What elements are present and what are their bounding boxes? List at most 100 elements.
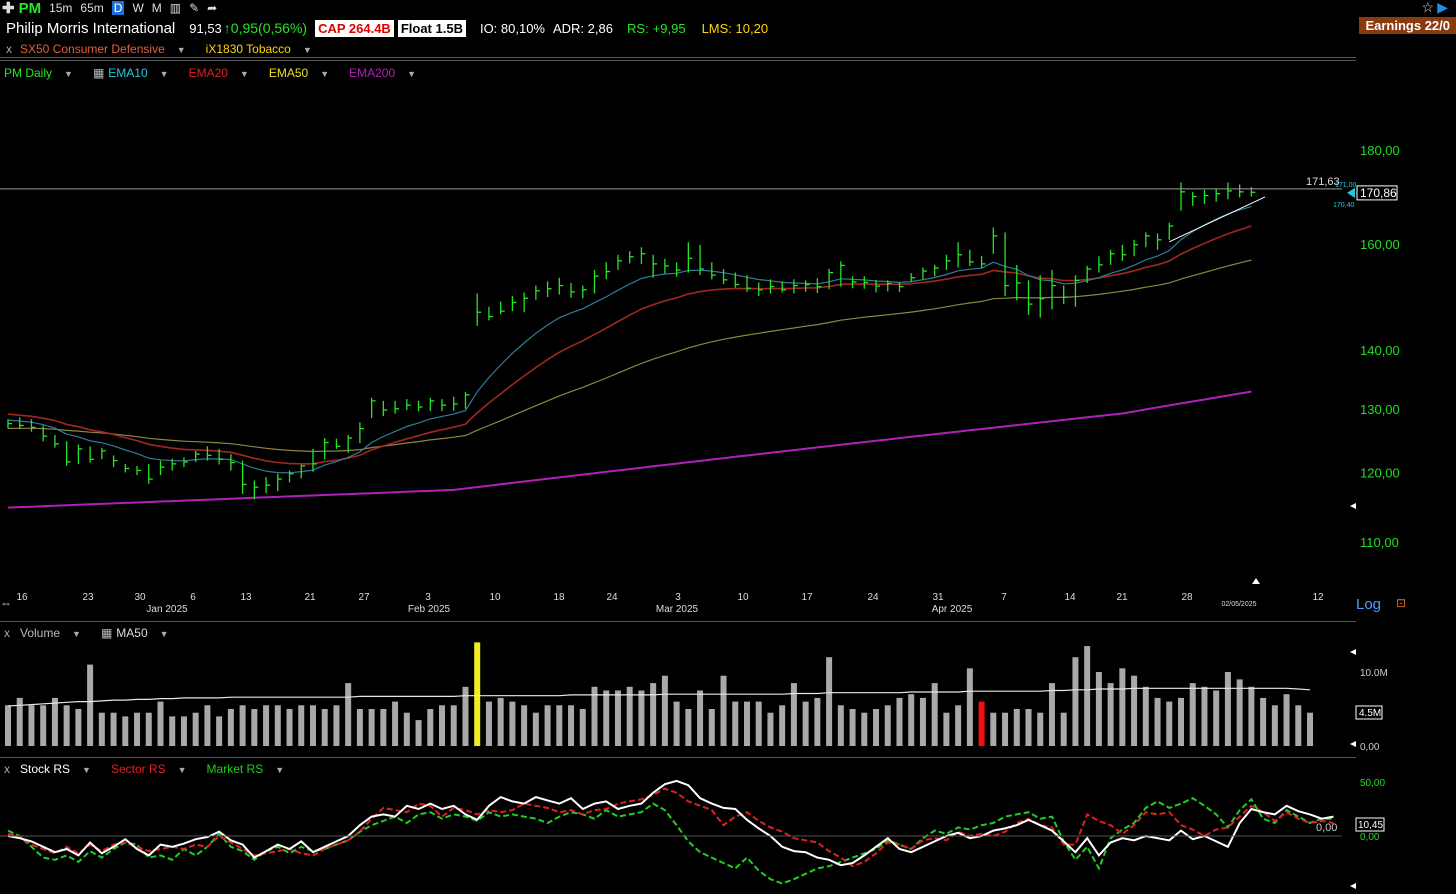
sector-link[interactable]: SX50 Consumer Defensive ▼ — [20, 41, 186, 56]
price-bar — [1121, 244, 1127, 261]
bars-icon[interactable]: ▥ — [169, 1, 182, 15]
volume-bar — [814, 697, 821, 746]
price-bar — [42, 425, 48, 442]
market-rs-select[interactable]: Market RS ▼ — [206, 762, 285, 776]
ema20-label: EMA20 — [188, 66, 228, 80]
stock-rs-select[interactable]: Stock RS ▼ — [20, 762, 91, 776]
star-icon[interactable]: ☆ — [1421, 0, 1434, 15]
industry-link[interactable]: iX1830 Tobacco ▼ — [205, 41, 312, 56]
tf-15m[interactable]: 15m — [49, 1, 73, 15]
tf-weekly[interactable]: W — [132, 1, 144, 15]
volume-bar — [1166, 701, 1173, 746]
rs-close-icon[interactable]: x — [4, 762, 10, 776]
price-bar — [19, 417, 24, 430]
quote-row: Philip Morris International 91,53 ↑0,95(… — [0, 17, 1456, 39]
tf-monthly[interactable]: M — [151, 1, 162, 15]
volume-ma-select[interactable]: ▦ MA50 ▼ — [100, 626, 169, 640]
price-bar — [675, 262, 681, 277]
x-tick-label: 14 — [1064, 592, 1076, 603]
price-bar — [992, 227, 998, 254]
volume-bar — [544, 705, 551, 746]
rs-legend: x Stock RS ▼ Sector RS ▼ Market RS ▼ — [4, 762, 304, 776]
zoom-icon[interactable]: ⇔ — [0, 596, 12, 610]
price-bar — [159, 460, 165, 476]
price-bar — [89, 446, 95, 463]
x-tick-label: 12 — [1312, 592, 1324, 603]
volume-bar — [837, 705, 844, 746]
price-bar — [863, 276, 869, 289]
price-bar — [1133, 239, 1139, 257]
volume-bar — [521, 705, 528, 746]
volume-bar — [180, 716, 187, 746]
price-bar — [77, 444, 83, 464]
draw-icon[interactable]: ✎ — [189, 1, 200, 15]
volume-bar — [568, 705, 575, 746]
ema50-line — [7, 259, 1252, 453]
volume-bar — [1002, 712, 1009, 746]
rs-value: +9,95 — [652, 20, 686, 36]
symbol-label[interactable]: PM — [18, 0, 42, 17]
volume-bar — [192, 712, 199, 746]
volume-badge-label: 4.5M — [1359, 708, 1381, 719]
price-bar — [112, 455, 118, 468]
price-bar — [910, 273, 916, 282]
volume-bar — [63, 705, 70, 746]
flag-icon[interactable]: ▶ — [1437, 0, 1448, 15]
vol-scroll-icon-2 — [1350, 741, 1356, 747]
price-bar — [734, 272, 740, 288]
tf-daily[interactable]: D — [111, 1, 125, 15]
volume-tick-label: 10.0M — [1360, 668, 1388, 679]
volume-bar — [743, 701, 750, 746]
log-toggle[interactable]: Log — [1356, 596, 1382, 613]
volume-bar — [708, 709, 715, 746]
volume-bar — [532, 712, 539, 746]
price-bar — [1215, 188, 1221, 202]
price-tick-label: 140,00 — [1360, 343, 1400, 358]
price-legend: PM Daily ▼ ▦ EMA10 ▼ EMA20 ▼ EMA50 ▼ EMA200 ▼ — [4, 66, 436, 80]
volume-bar — [849, 709, 856, 746]
series-select[interactable]: PM Daily ▼ — [4, 66, 73, 80]
rs-tick-label: 50,00 — [1360, 778, 1385, 789]
group-row: x SX50 Consumer Defensive ▼ iX1830 Tobacc… — [0, 40, 1356, 58]
market-rs-label: Market RS — [206, 762, 264, 776]
earnings-badge[interactable]: Earnings 22/0 — [1359, 17, 1456, 34]
volume-bar — [861, 712, 868, 746]
tf-65m[interactable]: 65m — [80, 1, 104, 15]
volume-bar — [603, 690, 610, 746]
volume-bar — [392, 701, 399, 746]
price-bar — [429, 397, 435, 412]
price-bar — [640, 247, 646, 264]
volume-bar — [755, 701, 762, 746]
price-bar — [1016, 264, 1021, 301]
close-icon[interactable]: x — [6, 41, 12, 56]
price-arrow-icon — [1347, 187, 1355, 198]
volume-close-icon[interactable]: x — [4, 626, 10, 640]
volume-bar — [673, 701, 680, 746]
volume-select[interactable]: Volume ▼ — [20, 626, 81, 640]
lms: LMS: 10,20 — [701, 20, 769, 36]
lock-icon[interactable]: ⊡ — [1396, 596, 1407, 610]
volume-bar — [1131, 675, 1138, 746]
ema10-legend[interactable]: ▦ EMA10 ▼ — [92, 66, 169, 80]
price-bar — [464, 391, 470, 409]
volume-bar — [685, 709, 692, 746]
sector-rs-select[interactable]: Sector RS ▼ — [110, 762, 187, 776]
x-tick-label: 3 — [675, 592, 681, 603]
volume-bar — [556, 705, 563, 746]
volume-bar — [955, 705, 962, 746]
ema20-legend[interactable]: EMA20 ▼ — [188, 66, 249, 80]
x-tick-label: 31 — [932, 592, 944, 603]
share-icon[interactable]: ➦ — [207, 1, 218, 15]
ema50-legend[interactable]: EMA50 ▼ — [268, 66, 330, 80]
volume-bar — [1178, 697, 1184, 746]
ema200-legend[interactable]: EMA200 ▼ — [349, 66, 417, 80]
volume-bar — [919, 697, 926, 746]
add-icon[interactable]: ✚ — [2, 0, 15, 17]
price-bar — [7, 419, 12, 429]
price-bar — [230, 454, 235, 471]
price-tick-label: 160,00 — [1360, 237, 1400, 252]
price-bar — [511, 296, 517, 312]
price-bar — [629, 251, 634, 264]
price-bar — [288, 470, 294, 483]
